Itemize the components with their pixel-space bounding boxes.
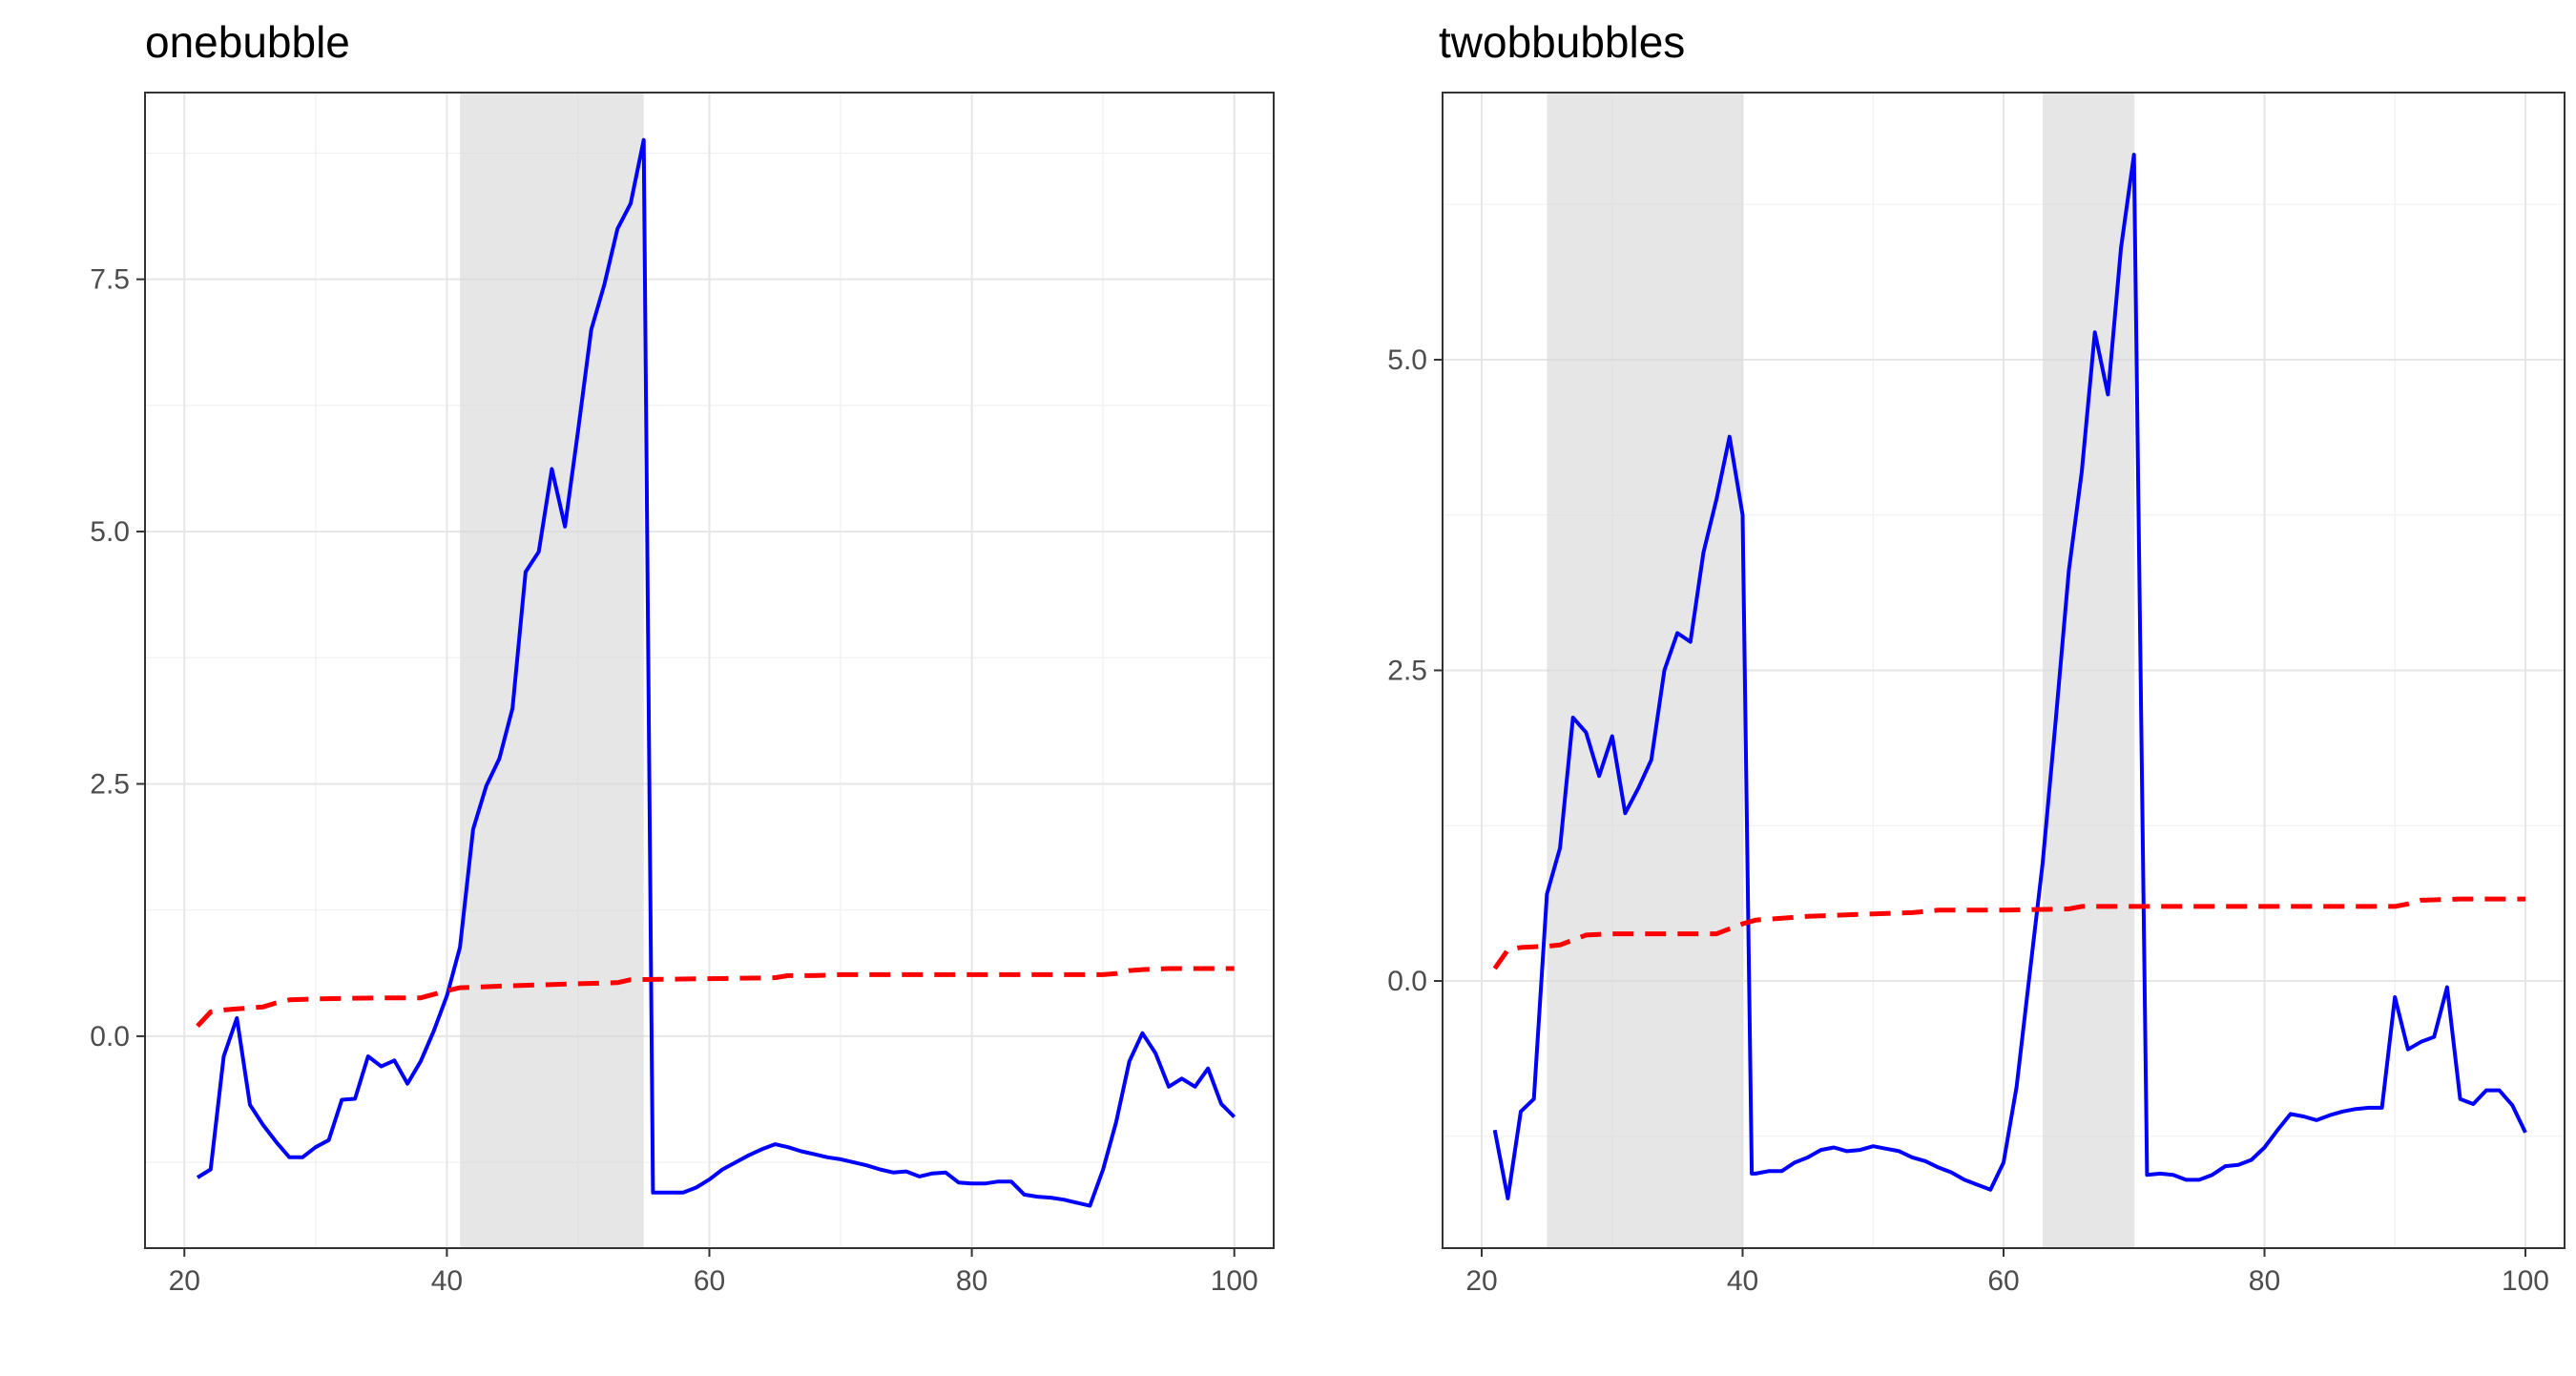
y-tick-label: 0.0 [90, 1021, 130, 1053]
x-tick-label: 60 [1987, 1265, 2019, 1297]
x-tick-label: 80 [2249, 1265, 2280, 1297]
y-tick-label: 5.0 [90, 516, 130, 548]
series-line-1 [196, 137, 1236, 1208]
y-tick-label: 7.5 [90, 264, 130, 296]
y-tick-label: 5.0 [1387, 344, 1427, 376]
x-tick-label: 20 [1465, 1265, 1497, 1297]
series-line-1 [1492, 153, 2527, 1200]
x-tick-label: 60 [694, 1265, 725, 1297]
x-tick-label: 100 [2502, 1265, 2549, 1297]
panel-1: onebubble 20 40 60 80 100 0.0 2.5 5.0 7.5 [90, 17, 1275, 1297]
chart-title: twobbubbles [1439, 17, 1685, 67]
series-line-2 [1492, 896, 2525, 970]
y-tick-label: 2.5 [90, 768, 130, 800]
x-tick-label: 100 [1211, 1265, 1258, 1297]
series-line-2 [196, 966, 1235, 1029]
shaded-region [460, 93, 644, 1248]
x-tick-label: 40 [431, 1265, 463, 1297]
panel-2: twobbubbles 20 40 60 80 100 0.0 2.5 5.0 [1387, 17, 2566, 1297]
y-tick-label: 0.0 [1387, 966, 1427, 997]
shaded-region [1547, 93, 1743, 1248]
x-tick-label: 20 [169, 1265, 200, 1297]
x-tick-label: 80 [956, 1265, 987, 1297]
chart-title: onebubble [145, 17, 350, 67]
x-tick-label: 40 [1727, 1265, 1758, 1297]
y-tick-label: 2.5 [1387, 656, 1427, 687]
